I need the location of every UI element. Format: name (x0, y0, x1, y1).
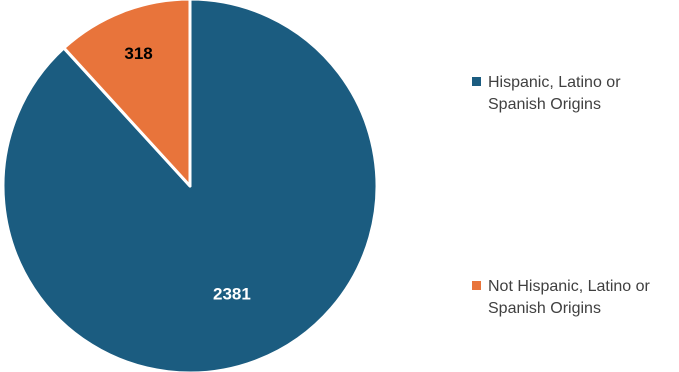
legend-label-not-hispanic: Not Hispanic, Latino or Spanish Origins (488, 278, 650, 317)
legend-marker-hispanic (472, 77, 481, 86)
pie-slice-not-hispanic-latino-or-spanish-origins (62, 0, 192, 188)
legend-marker-not-hispanic (472, 281, 481, 290)
legend-item-hispanic: Hispanic, Latino or Spanish Origins (472, 72, 679, 116)
data-label-hispanic-latino-or-spanish-origins: 2381 (213, 285, 251, 304)
legend-item-not-hispanic: Not Hispanic, Latino or Spanish Origins (472, 276, 679, 320)
data-label-not-hispanic-latino-or-spanish-origins: 318 (124, 44, 152, 63)
chart-legend: Hispanic, Latino or Spanish Origins Not … (472, 0, 679, 372)
legend-label-hispanic: Hispanic, Latino or Spanish Origins (488, 74, 621, 113)
